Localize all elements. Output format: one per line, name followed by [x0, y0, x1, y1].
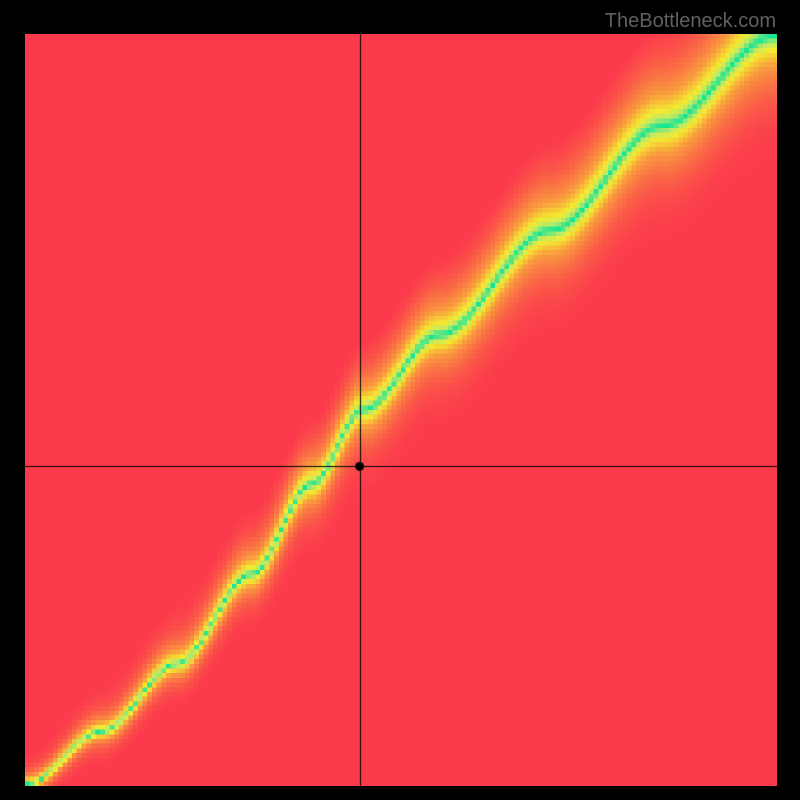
chart-container: TheBottleneck.com	[0, 0, 800, 800]
bottleneck-heatmap	[25, 34, 777, 786]
watermark-text: TheBottleneck.com	[605, 10, 776, 33]
